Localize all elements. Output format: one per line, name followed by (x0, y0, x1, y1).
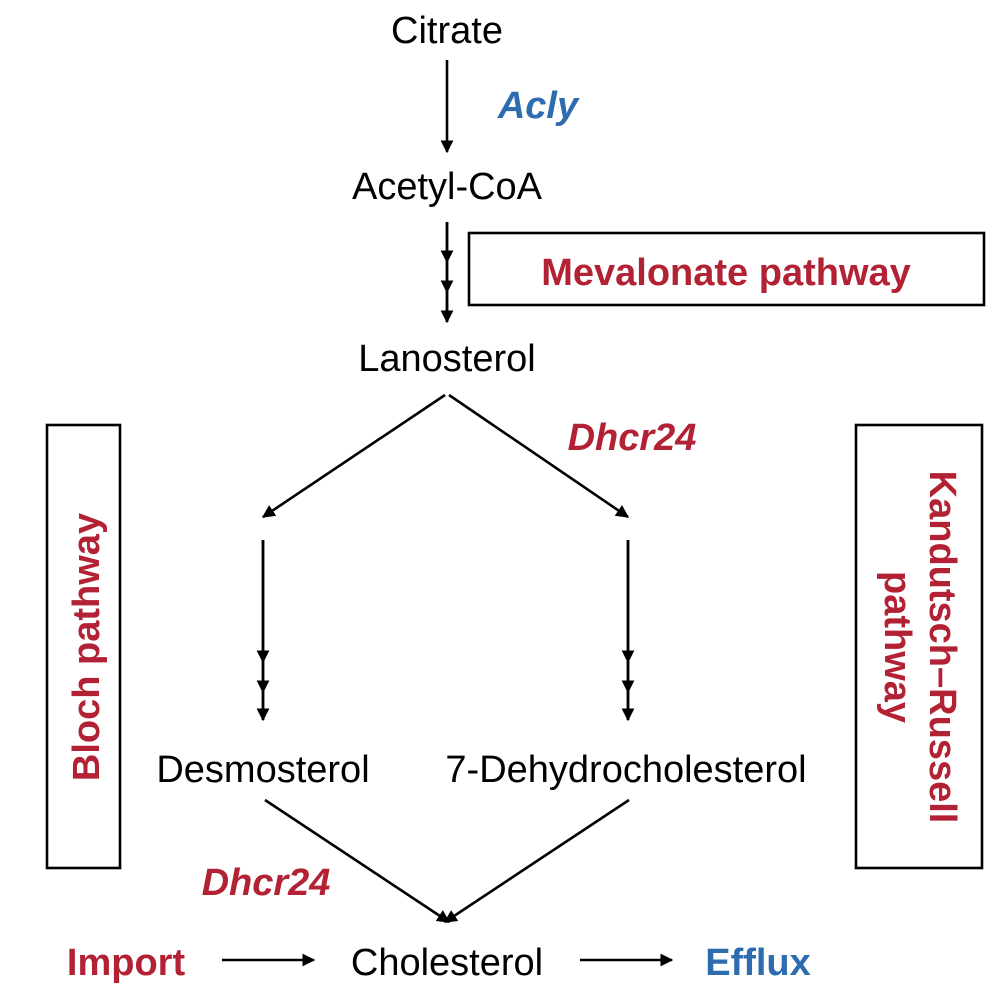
kandutsch-russell-pathway-box: Kandutsch–Russell pathway (854, 423, 984, 870)
dhcr24-enzyme-label-top: Dhcr24 (568, 417, 697, 459)
7-dehydrocholesterol-label: 7-Dehydrocholesterol (445, 749, 806, 791)
cholesterol-label: Cholesterol (351, 942, 543, 984)
kandutsch-russell-label-line1: Kandutsch–Russell (921, 471, 963, 824)
acetyl-coa-label: Acetyl-CoA (352, 166, 543, 208)
dhcr24-enzyme-label-bottom: Dhcr24 (202, 862, 331, 904)
desmosterol-to-cholesterol-arrow (264, 798, 451, 924)
acly-enzyme-label: Acly (497, 85, 580, 127)
import-label: Import (67, 942, 186, 984)
lanosterol-to-kandutsch-arrow (448, 393, 630, 519)
efflux-label: Efflux (705, 942, 811, 984)
lanosterol-label: Lanosterol (358, 338, 535, 380)
kandutsch-russell-label-line2: pathway (876, 571, 918, 723)
mevalonate-pathway-box: Mevalonate pathway (467, 231, 986, 307)
lanosterol-to-bloch-arrow (261, 393, 446, 519)
7dhc-to-cholesterol-arrow (443, 798, 630, 924)
desmosterol-label: Desmosterol (156, 749, 369, 791)
bloch-pathway-label: Bloch pathway (66, 513, 108, 781)
bloch-pathway-box: Bloch pathway (45, 423, 122, 870)
mevalonate-pathway-label: Mevalonate pathway (541, 252, 911, 294)
citrate-label: Citrate (391, 10, 503, 52)
pathway-arrows (222, 60, 674, 967)
